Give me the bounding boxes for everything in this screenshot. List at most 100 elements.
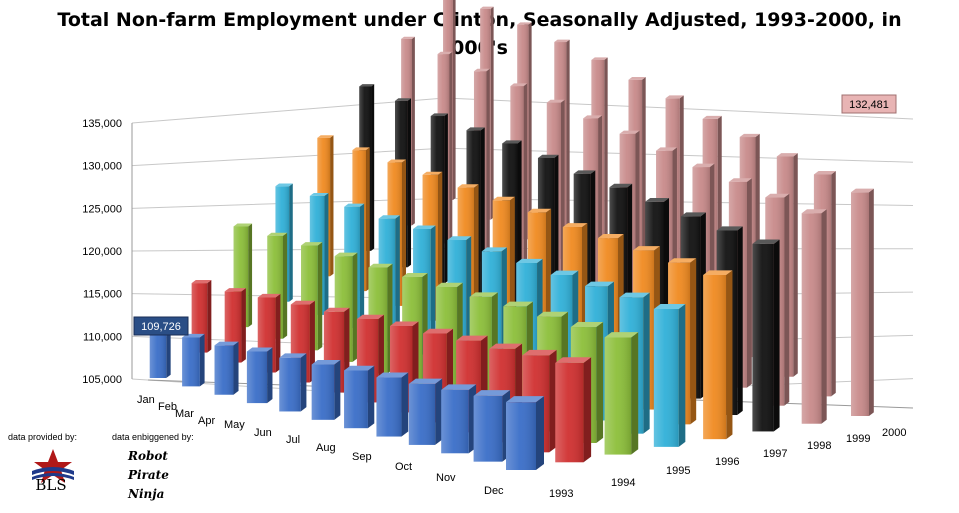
- data-provided-by-label: data provided by:: [8, 432, 78, 442]
- bar-1993-jul: [344, 365, 375, 429]
- bar-side: [275, 293, 281, 373]
- bar-side: [395, 215, 400, 342]
- bar-top: [359, 84, 375, 87]
- bar-top: [413, 225, 436, 230]
- bar-top: [739, 133, 760, 138]
- data-enbiggened-by-label: data enbiggened by:: [112, 432, 194, 442]
- bar-front-shine: [703, 274, 727, 440]
- rpn-pirate: Pirate: [128, 468, 169, 482]
- y-tick-label: 130,000: [82, 161, 122, 173]
- bar-top: [423, 328, 454, 334]
- bar-1993-feb: [182, 333, 205, 387]
- bar-side: [324, 192, 329, 315]
- bar-side: [449, 51, 453, 244]
- bar-1993-sep: [408, 378, 443, 445]
- bar-1993-jun: [311, 359, 341, 420]
- bar-top: [573, 170, 596, 174]
- bar-side: [199, 333, 205, 387]
- bar-top: [604, 332, 639, 338]
- z-axis-year-labels: 1993 1994 1995 1996 1997 1998 1999 2000: [549, 427, 906, 500]
- bar-top: [510, 83, 528, 87]
- bar-side: [726, 270, 733, 440]
- bar-top: [527, 208, 552, 213]
- bar-top: [628, 77, 646, 80]
- bar-side: [233, 341, 239, 395]
- bar-top: [503, 301, 533, 307]
- year-label-1999: 1999: [846, 433, 870, 445]
- bar-top: [656, 147, 677, 151]
- bar-top: [466, 127, 485, 131]
- month-label-jun: Jun: [254, 427, 272, 439]
- bar-top: [492, 196, 515, 201]
- bar-side: [330, 135, 334, 277]
- bar-top: [224, 288, 246, 292]
- bar-side: [486, 68, 490, 262]
- bar-side: [490, 6, 494, 220]
- bar-side: [207, 280, 212, 353]
- bar-top: [619, 292, 650, 298]
- month-label-oct: Oct: [395, 461, 412, 473]
- bar-side: [435, 378, 443, 445]
- bar-front-shine: [279, 357, 301, 412]
- month-label-aug: Aug: [316, 442, 336, 454]
- bar-top: [489, 343, 523, 349]
- bar-top: [668, 258, 697, 263]
- bar-side: [604, 57, 608, 279]
- bar-side: [300, 353, 307, 412]
- month-label-apr: Apr: [198, 415, 215, 427]
- bar-top: [562, 223, 588, 228]
- bar-1994-dec: [555, 357, 592, 463]
- value-label-last: 132,481: [841, 94, 897, 114]
- bar-top: [376, 372, 409, 378]
- bar-top: [401, 36, 415, 39]
- bar-top: [752, 239, 780, 244]
- title-line-1: Total Non-farm Employment under Clinton,…: [57, 9, 902, 31]
- bar-side: [737, 226, 743, 416]
- bar-1993-may: [279, 353, 307, 412]
- bar-front-shine: [851, 192, 869, 416]
- bar-top: [430, 113, 448, 117]
- bar-top: [703, 270, 733, 275]
- bar-1998-dec: [752, 239, 780, 432]
- bar-top: [394, 98, 412, 101]
- month-label-nov: Nov: [436, 472, 456, 484]
- bar-front-shine: [752, 243, 774, 432]
- bar-front-shine: [604, 337, 632, 455]
- bar-front-shine: [182, 337, 200, 387]
- y-tick-label: 125,000: [82, 203, 122, 215]
- value-labels: 109,726 132,481: [133, 94, 897, 336]
- year-label-1995: 1995: [666, 465, 690, 477]
- bar-top: [555, 357, 592, 363]
- bar-top: [632, 246, 660, 251]
- bar-1993-aug: [376, 372, 409, 437]
- month-label-jul: Jul: [286, 434, 300, 446]
- bar-top: [469, 292, 498, 297]
- bar-top: [537, 311, 569, 317]
- bar-top: [585, 281, 614, 287]
- y-tick-label: 120,000: [82, 246, 122, 258]
- y-axis: 105,000 110,000 115,000 120,000 125,000 130,0…: [82, 118, 122, 386]
- bar-top: [437, 51, 453, 55]
- bar-front-shine: [473, 395, 503, 462]
- bar-top: [776, 153, 798, 157]
- bar-side: [367, 365, 375, 429]
- bar-top: [765, 193, 790, 198]
- y-tick-label: 105,000: [82, 374, 122, 386]
- bar-side: [334, 359, 341, 420]
- bar-top: [311, 359, 341, 365]
- bar-side: [411, 36, 415, 226]
- bar-front-shine: [246, 351, 268, 404]
- bar-top: [191, 280, 212, 284]
- bar-top: [309, 192, 329, 196]
- robot-pirate-ninja-credit: Robot Pirate Ninja: [128, 447, 169, 504]
- bar-side: [642, 77, 646, 299]
- bar-top: [481, 247, 507, 252]
- bar-front-shine: [408, 383, 436, 445]
- bar-top: [267, 232, 288, 236]
- bar-top: [473, 68, 490, 72]
- bar-top: [619, 130, 640, 134]
- chart-title: Total Non-farm Employment under Clinton,…: [0, 6, 959, 62]
- bar-top: [801, 209, 827, 214]
- month-label-feb: Feb: [158, 401, 177, 413]
- bar-top: [279, 353, 307, 358]
